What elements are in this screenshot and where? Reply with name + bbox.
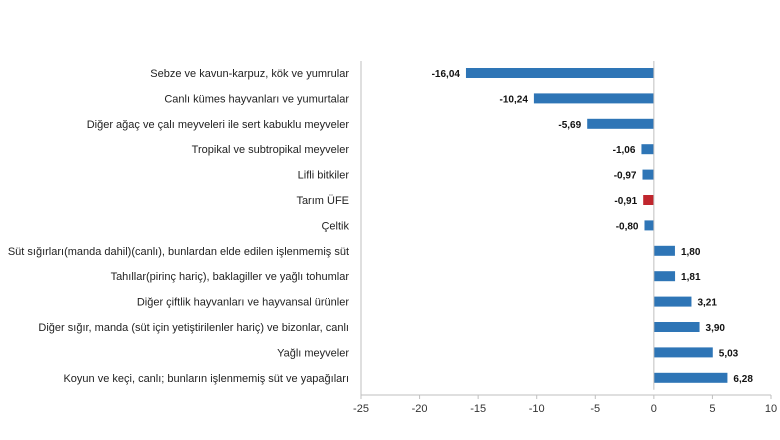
value-labels: -16,04 -10,24 -5,69 -1,06 -0,97 -0,91 -0,80 1,8… [432,69,754,385]
bar [653,271,676,282]
category-label: Çeltik [321,220,349,232]
data-label: -0,97 [614,171,637,182]
bar [653,347,713,358]
category-label: Diğer sığır, manda (süt için yetiştirile… [38,322,349,334]
bar [653,296,692,307]
x-tick-label: 5 [709,403,715,415]
data-label: -5,69 [558,120,581,131]
data-label: 3,90 [706,323,726,334]
x-tick-label: -5 [590,403,600,415]
category-label: Tarım ÜFE [296,195,349,207]
bar [642,169,654,180]
data-label: -0,91 [614,196,637,207]
bar [653,372,728,383]
bar [641,144,654,155]
x-tick-label: -10 [529,403,545,415]
x-axis: -25 -20 -15 -10 -5 0 5 10 [353,61,777,415]
bar [653,322,700,332]
x-tick-label: 0 [651,403,657,415]
category-label: Canlı kümes hayvanları ve yumurtalar [164,93,349,105]
data-label: 1,80 [681,247,701,258]
data-label: 6,28 [733,374,753,385]
data-label: -1,06 [613,145,636,156]
x-tick-label: -25 [353,403,369,415]
data-label: 1,81 [681,272,701,283]
bar-highlight [643,195,654,205]
category-labels: Sebze ve kavun-karpuz, kök ve yumrular Ca… [8,68,350,385]
category-label: Süt sığırları(manda dahil)(canlı), bunla… [8,246,349,258]
category-label: Lifli bitkiler [298,170,350,182]
x-tick-label: -15 [470,403,486,415]
data-label: -16,04 [432,69,461,80]
data-label: -10,24 [500,94,529,105]
data-label: 5,03 [719,348,739,359]
bars [465,68,728,383]
category-label: Yağlı meyveler [277,347,349,359]
category-label: Diğer ağaç ve çalı meyveleri ile sert ka… [87,119,350,131]
bar [644,220,654,231]
data-label: 3,21 [697,298,717,309]
category-label: Koyun ve keçi, canlı; bunların işlenmemi… [63,373,349,385]
bar [587,118,654,129]
bar [653,245,675,256]
category-label: Tahıllar(pirinç hariç), baklagiller ve y… [111,271,350,283]
category-label: Tropikal ve subtropikal meyveler [192,144,350,156]
bar [465,68,654,78]
bar [533,93,654,104]
category-label: Sebze ve kavun-karpuz, kök ve yumrular [150,68,349,80]
data-label: -0,80 [616,221,639,232]
category-label: Diğer çiftlik hayvanları ve hayvansal ür… [137,297,349,309]
x-tick-label: 10 [765,403,777,415]
x-tick-label: -20 [412,403,428,415]
